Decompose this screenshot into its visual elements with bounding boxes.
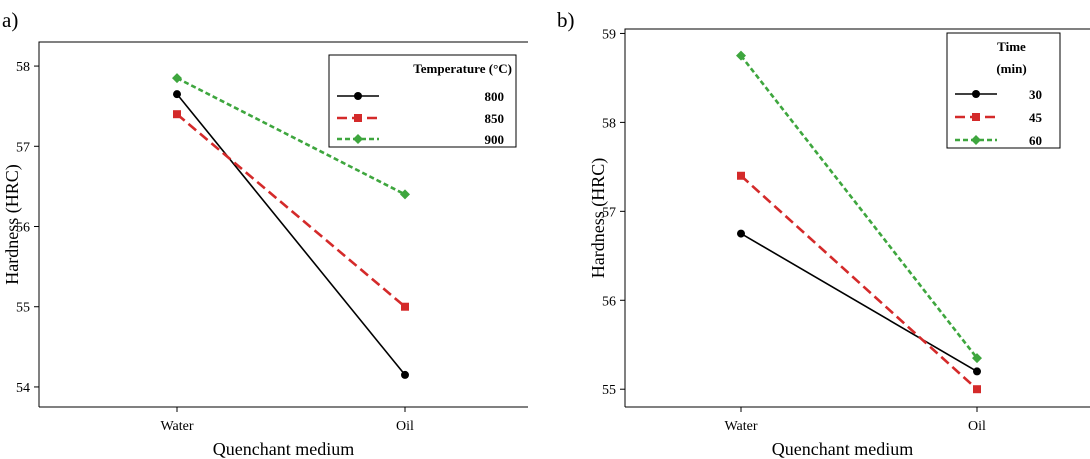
x-axis-ticks: Water Oil xyxy=(724,407,986,434)
y-axis-ticks: 54 55 56 57 58 xyxy=(16,60,39,396)
x-axis-title: Quenchant medium xyxy=(772,439,913,459)
x-axis-ticks: Water Oil xyxy=(160,407,414,434)
series-line xyxy=(740,174,978,391)
x-tick-label: Water xyxy=(160,419,193,434)
data-point xyxy=(400,189,410,200)
legend-swatch-marker xyxy=(971,135,981,145)
legend: Temperature (°C) 800 850 900 xyxy=(328,54,517,148)
data-point xyxy=(401,302,409,311)
chart-panel-1: a) 54 55 56 57 58 Water Oil Quenchant medium Hard… xyxy=(2,8,528,459)
y-tick-label: 59 xyxy=(602,27,616,42)
panel-label: a) xyxy=(2,8,18,32)
data-point xyxy=(737,171,745,180)
series-60 xyxy=(736,50,982,364)
series-800 xyxy=(173,90,409,379)
legend-entry-30: 30 xyxy=(955,87,1042,102)
legend-swatch-marker xyxy=(353,134,363,144)
series-line xyxy=(176,93,406,376)
series-900 xyxy=(172,73,410,200)
series-line xyxy=(176,113,406,308)
legend-title: Time xyxy=(997,39,1026,54)
legend-entry-label: 900 xyxy=(485,132,505,147)
legend-entry-label: 850 xyxy=(485,111,505,126)
plot-frame xyxy=(38,41,528,407)
legend-swatch-marker xyxy=(972,113,980,121)
data-point xyxy=(401,370,409,379)
x-tick-label: Oil xyxy=(968,419,986,434)
y-tick-label: 57 xyxy=(602,205,616,220)
x-axis-title: Quenchant medium xyxy=(213,439,354,459)
legend-entry-60: 60 xyxy=(955,133,1042,148)
data-point xyxy=(737,229,745,238)
data-point xyxy=(173,90,181,99)
legend-swatch-marker xyxy=(972,90,980,98)
chart-panel-2: b) 55 56 57 58 59 Water Oil Quenchant medium Hard… xyxy=(557,8,1090,459)
legend-title: Temperature (°C) xyxy=(413,61,512,76)
series-30 xyxy=(737,229,981,376)
data-point xyxy=(173,110,181,119)
legend-entry-45: 45 xyxy=(955,110,1043,125)
y-tick-label: 58 xyxy=(16,60,30,75)
data-point xyxy=(736,50,746,61)
plot-frame xyxy=(624,28,1090,407)
y-tick-label: 55 xyxy=(602,383,616,398)
legend: Time (min)30 45 60 xyxy=(946,32,1061,149)
legend-box xyxy=(328,54,517,148)
legend-box xyxy=(946,32,1061,149)
y-axis-ticks: 55 56 57 58 59 xyxy=(602,27,625,398)
legend-entry-label: 45 xyxy=(1029,110,1043,125)
legend-entry-900: 900 xyxy=(337,132,504,147)
y-tick-label: 56 xyxy=(602,294,616,309)
x-tick-label: Water xyxy=(724,419,757,434)
y-tick-label: 56 xyxy=(16,221,30,236)
legend-swatch-marker xyxy=(354,114,362,122)
series-line xyxy=(740,232,978,373)
data-point xyxy=(972,353,982,364)
data-point xyxy=(172,73,182,84)
legend-entry-label: 30 xyxy=(1029,87,1042,102)
legend-entry-label: 800 xyxy=(485,89,505,104)
series-45 xyxy=(737,171,981,394)
data-point xyxy=(973,367,981,376)
series-line xyxy=(176,76,406,196)
legend-subtitle: (min) xyxy=(996,61,1026,76)
legend-entry-label: 60 xyxy=(1029,133,1042,148)
x-tick-label: Oil xyxy=(396,419,414,434)
y-axis-title: Hardness (HRC) xyxy=(2,164,23,284)
y-axis-title: Hardness (HRC) xyxy=(588,158,609,278)
y-tick-label: 58 xyxy=(602,116,616,131)
panel-label: b) xyxy=(557,8,575,32)
y-tick-label: 54 xyxy=(16,381,30,396)
legend-entry-850: 850 xyxy=(337,111,504,126)
legend-entry-800: 800 xyxy=(337,89,504,104)
y-tick-label: 55 xyxy=(16,301,30,316)
legend-swatch-marker xyxy=(354,92,362,100)
series-850 xyxy=(173,110,409,311)
y-tick-label: 57 xyxy=(16,140,30,155)
data-point xyxy=(973,385,981,394)
